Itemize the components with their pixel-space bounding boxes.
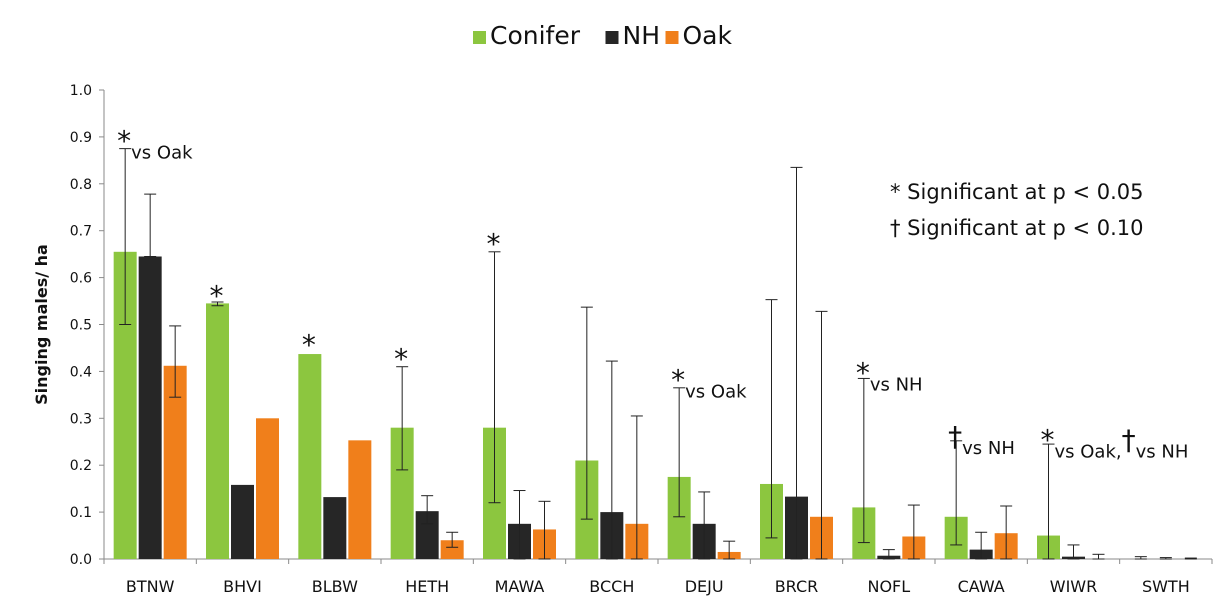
error-bar-nh-mawa [513,490,526,560]
error-bar-nh-bcch [605,360,618,560]
error-bars [119,148,1197,560]
error-bar-conifer-swth [1134,556,1147,560]
y-tick-label: 0.8 [70,177,92,193]
significance-notes: * Significant at p < 0.05 † Significant a… [890,180,1144,240]
annotation-cawa: †vs NH [948,420,1015,459]
error-bar-oak-nofl [907,504,920,560]
y-tick-label: 0.9 [70,130,92,146]
bar-oak-heth [440,540,464,559]
legend-swatch-oak [665,31,679,44]
category-label-wiwr: WIWR [1050,577,1097,596]
legend: Conifer NH Oak [473,21,732,50]
error-bar-conifer-nofl [857,377,870,544]
bar-conifer-bhvi [206,303,229,559]
category-label-swth: SWTH [1142,577,1190,596]
category-label-blbw: BLBW [312,577,358,596]
category-label-bhvi: BHVI [223,577,262,596]
bar-conifer-deju [667,476,691,559]
legend-label-nh: NH [623,21,661,50]
y-tick-label: 0.7 [70,224,92,240]
annotation-blbw: * [302,329,316,362]
annotation-heth: * [394,343,408,376]
category-label-deju: DEJU [685,577,724,596]
error-bar-conifer-mawa [488,251,501,504]
error-bar-oak-deju [723,540,736,560]
significance-annotations: *vs Oak * * * * *vs Oak *vs NH †vs NH *vs Oak,†v… [117,125,1188,463]
legend-swatch-nh [605,31,619,44]
y-tick-label: 0.1 [70,505,92,521]
error-bar-nh-swth [1159,557,1172,560]
error-bar-conifer-heth [396,366,409,471]
annotation-deju: *vs Oak [671,364,747,403]
error-bar-conifer-bhvi [211,301,224,307]
error-bar-nh-deju [698,491,711,560]
error-bar-oak-wiwr [1092,553,1105,560]
legend-label-oak: Oak [683,21,733,50]
category-label-bcch: BCCH [589,577,634,596]
bar-conifer-btnw [113,251,137,559]
error-bar-conifer-cawa [950,440,963,546]
error-bar-conifer-brcr [765,299,778,539]
bars [113,251,1085,559]
error-bar-nh-wiwr [1067,544,1080,560]
category-label-nofl: NOFL [867,577,910,596]
error-bar-oak-swth [1184,557,1197,560]
y-tick-label: 0.6 [70,271,92,287]
bar-nh-heth [415,511,439,559]
bar-conifer-heth [390,427,414,559]
bar-oak-btnw [163,365,187,559]
category-label-cawa: CAWA [958,577,1005,596]
error-bar-oak-heth [446,531,459,548]
category-label-heth: HETH [405,577,449,596]
legend-item-nh: NH [605,21,661,50]
bar-oak-blbw [348,440,372,559]
legend-item-conifer: Conifer [473,21,581,50]
error-bar-nh-cawa [975,531,988,560]
y-tick-label: 0.2 [70,458,92,474]
error-bar-nh-heth [421,495,434,525]
category-label-btnw: BTNW [126,577,175,596]
significance-note: † Significant at p < 0.10 [890,216,1144,240]
error-bar-oak-mawa [538,500,551,560]
annotation-nofl: *vs NH [856,357,923,396]
error-bar-nh-btnw [144,193,157,257]
error-bar-conifer-bcch [580,306,593,520]
annotation-mawa: * [487,228,501,261]
y-tick-label: 0.5 [70,318,92,334]
bar-nh-btnw [138,256,162,559]
y-tick-label: 0.0 [70,552,92,568]
error-bar-oak-bcch [630,415,643,560]
error-bar-conifer-deju [673,387,686,518]
error-bar-conifer-wiwr [1042,443,1055,560]
y-tick-label: 0.3 [70,411,92,427]
annotation-wiwr: *vs Oak,†vs NH [1041,423,1189,462]
bar-nh-blbw [323,497,347,559]
bar-conifer-blbw [298,354,322,559]
error-bar-conifer-btnw [119,148,132,325]
error-bar-nh-nofl [882,549,895,560]
category-labels: BTNW BHVI BLBW HETH MAWA BCCH DEJU BRCR NOFL CAWA… [126,577,1190,596]
significance-note: * Significant at p < 0.05 [890,180,1144,204]
error-bar-oak-btnw [169,325,182,398]
axes: 0.0 0.1 0.2 0.3 0.4 0.5 0.6 0.7 0.8 0.9 1.0 Singing… [32,83,1213,568]
error-bar-oak-cawa [1000,505,1013,560]
annotation-btnw: *vs Oak [117,125,193,164]
category-label-mawa: MAWA [495,577,545,596]
legend-item-oak: Oak [665,21,733,50]
bar-nh-bhvi [231,484,254,559]
y-axis-title: Singing males/ ha [32,244,51,405]
bar-oak-bhvi [256,418,279,559]
legend-label-conifer: Conifer [490,21,581,50]
error-bar-nh-brcr [790,166,803,560]
legend-swatch-conifer [473,31,486,44]
error-bar-oak-brcr [815,310,828,560]
category-label-brcr: BRCR [775,577,819,596]
annotation-bhvi: * [210,279,224,312]
y-tick-label: 0.4 [70,364,92,380]
y-tick-label: 1.0 [70,83,92,99]
